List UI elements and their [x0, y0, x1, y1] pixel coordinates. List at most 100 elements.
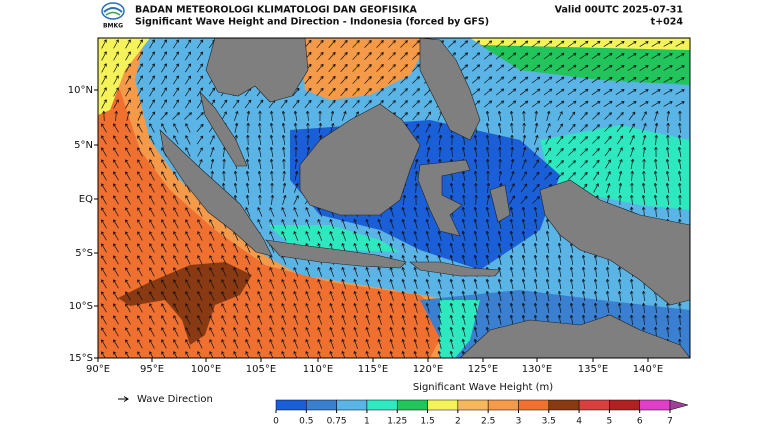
- wave-arrow: [591, 52, 601, 60]
- wave-arrow: [615, 64, 625, 71]
- wave-arrow: [269, 267, 275, 277]
- wave-arrow: [425, 278, 430, 289]
- wave-arrow: [616, 135, 624, 145]
- wave-arrow: [519, 76, 529, 84]
- wave-arrow: [510, 146, 514, 158]
- colorbar-segment: [366, 399, 398, 411]
- wave-arrow: [196, 75, 204, 85]
- wave-arrow: [196, 63, 204, 73]
- wave-arrow: [495, 52, 505, 60]
- wave-arrow: [605, 159, 611, 169]
- wave-arrow: [137, 231, 143, 241]
- colorbar-tick-label: 1: [364, 417, 370, 427]
- wave-arrow: [149, 51, 155, 61]
- wave-arrow: [471, 76, 481, 84]
- wave-arrow: [642, 206, 646, 218]
- wave-arrow: [318, 110, 322, 122]
- colorbar-tick-label: 2: [455, 417, 461, 427]
- wave-arrow: [233, 243, 239, 253]
- wave-arrow: [137, 243, 143, 253]
- wave-arrow: [567, 88, 577, 96]
- wave-arrow: [340, 63, 348, 72]
- wave-arrow: [522, 122, 526, 134]
- wave-arrow: [618, 194, 622, 206]
- wave-arrow: [234, 111, 239, 121]
- wave-arrow: [580, 160, 588, 168]
- wave-arrow: [161, 303, 167, 313]
- wave-arrow: [269, 122, 274, 133]
- wave-arrow: [521, 290, 526, 301]
- wave-arrow: [461, 338, 466, 349]
- wave-arrow: [161, 243, 167, 253]
- wave-arrow: [568, 172, 576, 180]
- wave-arrow: [413, 230, 418, 241]
- lat-label: 15°S: [69, 353, 93, 364]
- wave-arrow: [210, 147, 215, 157]
- wave-arrow: [533, 278, 538, 289]
- wave-arrow: [161, 339, 167, 349]
- wave-arrow: [413, 290, 418, 301]
- colorbar-segment: [457, 399, 489, 411]
- wave-arrow: [654, 122, 659, 133]
- wave-arrow: [148, 111, 156, 121]
- lon-label: 90°E: [86, 364, 110, 375]
- wave-arrow: [520, 183, 528, 193]
- wave-arrow: [461, 326, 466, 337]
- wave-arrow: [567, 100, 577, 108]
- wave-arrow: [580, 136, 588, 144]
- wave-arrow: [184, 39, 192, 49]
- wave-arrow: [533, 230, 538, 241]
- wave-arrow: [628, 111, 636, 121]
- wave-arrow: [557, 111, 563, 121]
- wave-arrow: [677, 158, 682, 169]
- wave-arrow: [486, 194, 491, 205]
- wave-arrow: [293, 267, 299, 277]
- wave-arrow: [615, 52, 625, 59]
- wave-arrow: [353, 219, 358, 229]
- wave-arrow: [293, 279, 299, 289]
- wave-arrow: [270, 182, 274, 194]
- wave-arrow: [617, 302, 622, 314]
- wave-arrow: [125, 207, 131, 217]
- wave-arrow: [365, 219, 370, 229]
- wave-arrow: [593, 183, 599, 193]
- wave-arrow: [604, 135, 612, 144]
- org-title: BADAN METEOROLOGI KLIMATOLOGI DAN GEOFIS…: [135, 5, 418, 16]
- wave-arrow: [137, 87, 143, 97]
- wave-arrow: [522, 110, 526, 122]
- wave-arrow: [353, 243, 358, 253]
- wave-arrow: [365, 351, 370, 358]
- wave-arrow: [629, 123, 635, 133]
- colorbar-tick-label: 0: [273, 417, 279, 427]
- wave-arrow: [329, 339, 335, 349]
- wave-arrow: [185, 207, 191, 217]
- wave-arrow: [545, 266, 550, 277]
- wave-arrow: [149, 99, 155, 109]
- wave-arrow: [269, 207, 275, 217]
- wave-arrow: [389, 326, 394, 337]
- wave-arrow: [317, 267, 323, 277]
- wave-arrow: [173, 51, 180, 61]
- wave-arrow: [269, 231, 275, 241]
- wave-arrow: [293, 122, 298, 134]
- wave-arrow: [221, 303, 227, 313]
- wave-arrow: [293, 303, 299, 313]
- wave-arrow: [412, 100, 420, 108]
- wave-arrow: [642, 314, 646, 326]
- valid-time: Valid 00UTC 2025-07-31: [555, 5, 683, 16]
- wave-arrow: [617, 278, 622, 290]
- wave-arrow: [522, 134, 527, 145]
- wave-arrow: [533, 302, 538, 313]
- wave-arrow: [137, 327, 143, 337]
- wave-arrow: [519, 88, 529, 96]
- wave-arrow: [654, 326, 658, 338]
- wave-arrow: [531, 40, 541, 48]
- wave-arrow: [485, 134, 490, 145]
- malay-peninsula: [199, 91, 248, 167]
- wave-arrow: [414, 170, 419, 181]
- wave-arrow: [591, 64, 601, 72]
- wave-arrow: [137, 111, 143, 121]
- wave-arrow: [209, 279, 215, 289]
- wave-arrow: [101, 171, 107, 181]
- philippines: [419, 38, 481, 141]
